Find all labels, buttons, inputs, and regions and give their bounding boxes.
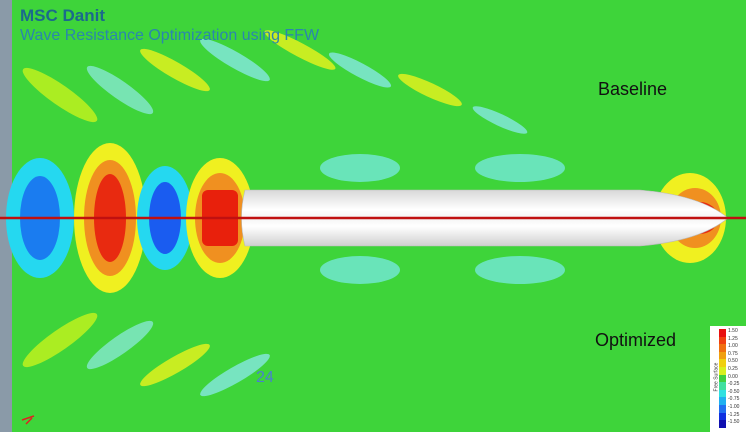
legend-level: -1.00 (728, 404, 739, 410)
legend-swatch (719, 413, 726, 421)
legend-level: 0.25 (728, 366, 738, 372)
legend-level: -1.25 (728, 412, 739, 418)
legend-level: -0.25 (728, 381, 739, 387)
legend-level: 1.25 (728, 336, 738, 342)
legend-swatch (719, 382, 726, 390)
baseline-label: Baseline (598, 79, 667, 100)
legend-swatch (719, 329, 726, 337)
optimized-label: Optimized (595, 330, 676, 351)
legend-swatch (719, 367, 726, 375)
wave-contour-image (0, 0, 746, 432)
legend-swatch (719, 420, 726, 428)
legend-swatch (719, 405, 726, 413)
legend-swatch (719, 344, 726, 352)
legend-swatch (719, 397, 726, 405)
legend-level: 0.00 (728, 374, 738, 380)
subtitle: Wave Resistance Optimization using FFW (20, 27, 319, 45)
title: MSC Danit (20, 6, 105, 26)
slide: MSC Danit Wave Resistance Optimization u… (0, 0, 746, 432)
legend-level: -0.50 (728, 389, 739, 395)
legend-level: 0.75 (728, 351, 738, 357)
legend-swatch (719, 359, 726, 367)
page-number: 24 (256, 369, 274, 387)
legend-swatch (719, 390, 726, 398)
legend-level: -1.50 (728, 419, 739, 425)
legend-level: 1.50 (728, 328, 738, 334)
legend-level: 1.00 (728, 343, 738, 349)
legend-swatch (719, 375, 726, 383)
legend-swatch (719, 337, 726, 345)
legend-swatch (719, 352, 726, 360)
legend-level: 0.50 (728, 358, 738, 364)
legend-level: -0.75 (728, 396, 739, 402)
